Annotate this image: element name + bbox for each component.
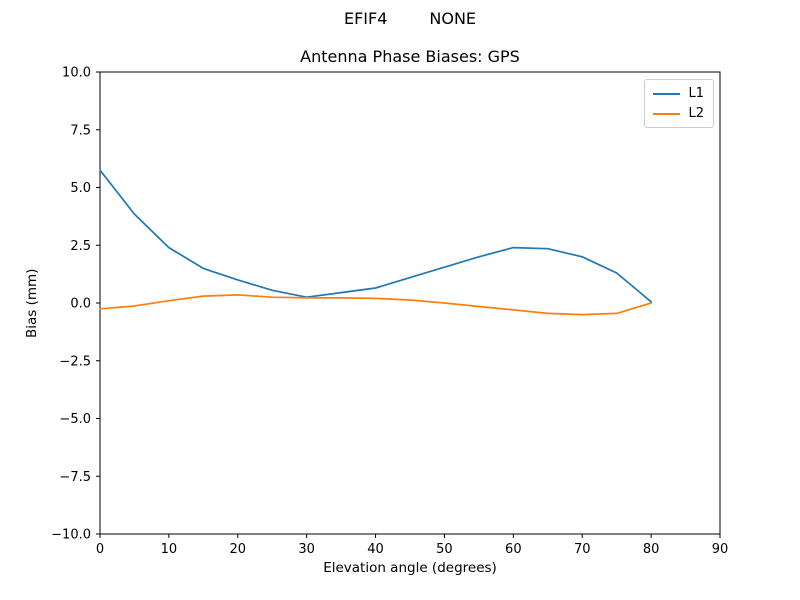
legend-label-l1: L1	[688, 86, 704, 101]
legend-entry-l2: L2	[653, 105, 704, 122]
l2-line-sample	[653, 112, 681, 115]
series-line-l2	[99, 294, 652, 316]
suptitle-station: EFIF4	[343, 9, 388, 28]
x-tick-label: 0	[96, 542, 104, 557]
axes-frame	[99, 71, 721, 535]
x-tick-label: 50	[436, 542, 453, 557]
suptitle-mode: NONE	[429, 9, 477, 28]
y-tick-label: −5.0	[59, 412, 91, 427]
legend-entry-l1: L1	[653, 85, 704, 102]
l1-line-sample	[653, 92, 681, 95]
y-tick-label: 5.0	[70, 181, 91, 196]
x-tick-label: 70	[574, 542, 591, 557]
legend-label-l2: L2	[688, 106, 704, 121]
y-tick-label: −10.0	[51, 528, 91, 543]
chart-title: Antenna Phase Biases: GPS	[300, 47, 520, 66]
x-tick-label: 60	[505, 542, 522, 557]
y-tick-label: 10.0	[62, 66, 91, 81]
figure-suptitle: EFIF4 NONE	[0, 9, 800, 28]
x-axis-label: Elevation angle (degrees)	[323, 560, 497, 576]
legend: L1 L2	[644, 79, 714, 128]
y-tick-label: 0.0	[70, 297, 91, 312]
x-tick-label: 20	[230, 542, 247, 557]
x-tick-label: 10	[161, 542, 178, 557]
y-tick-label: 7.5	[70, 123, 91, 138]
x-tick-label: 90	[712, 542, 729, 557]
x-tick-label: 40	[367, 542, 384, 557]
x-tick-label: 30	[298, 542, 315, 557]
series-line-l1	[99, 169, 652, 303]
x-tick-label: 80	[643, 542, 660, 557]
y-tick-label: −2.5	[59, 354, 91, 369]
y-tick-label: 2.5	[70, 239, 91, 254]
y-tick-label: −7.5	[59, 470, 91, 485]
